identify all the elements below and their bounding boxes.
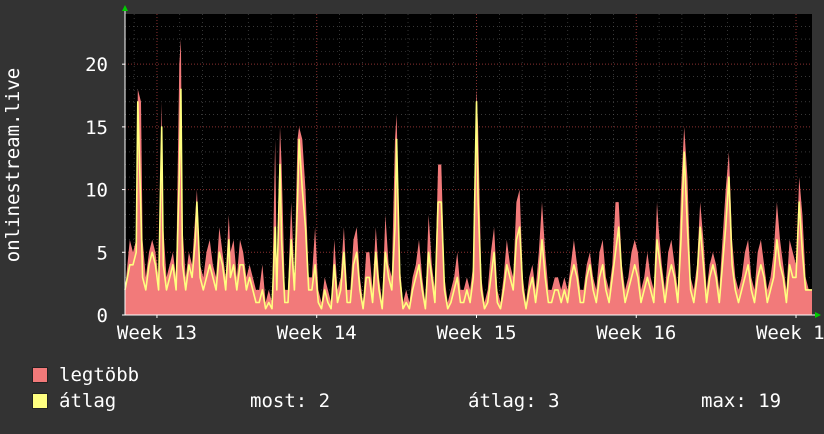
y-tick-label: 10 [85,180,108,202]
legend-label-atlag: átlag [59,390,117,412]
stat-average: átlag: 3 [468,390,560,412]
x-tick-label: Week 16 [596,322,676,344]
legend-label-legtobb: legtöbb [59,364,140,386]
series-area-0 [125,39,812,315]
x-axis-arrow [815,312,821,318]
series-line-1 [124,88,812,310]
y-tick-label: 5 [97,242,108,264]
series-layer [124,39,812,315]
y-axis-label: onlinestream.live [2,68,24,262]
x-tick-label: Week 13 [117,322,197,344]
x-tick-label: Week 15 [436,322,516,344]
stat-current: most: 2 [250,390,331,412]
stat-max: max: 19 [701,390,782,412]
y-tick-label: 0 [97,305,108,327]
y-tick-label: 15 [85,117,108,139]
y-axis-arrow [122,5,128,11]
x-tick-label: Week 17 [756,322,824,344]
grid [125,14,812,315]
axes: 0 5 10 15 20 Week 13 Week 14 Week 15 Week 16 Week… [85,5,824,344]
x-tick-label: Week 14 [277,322,357,344]
legend-swatch-atlag [32,393,48,409]
legend-swatch-legtobb [32,367,48,383]
y-tick-label: 20 [85,54,108,76]
